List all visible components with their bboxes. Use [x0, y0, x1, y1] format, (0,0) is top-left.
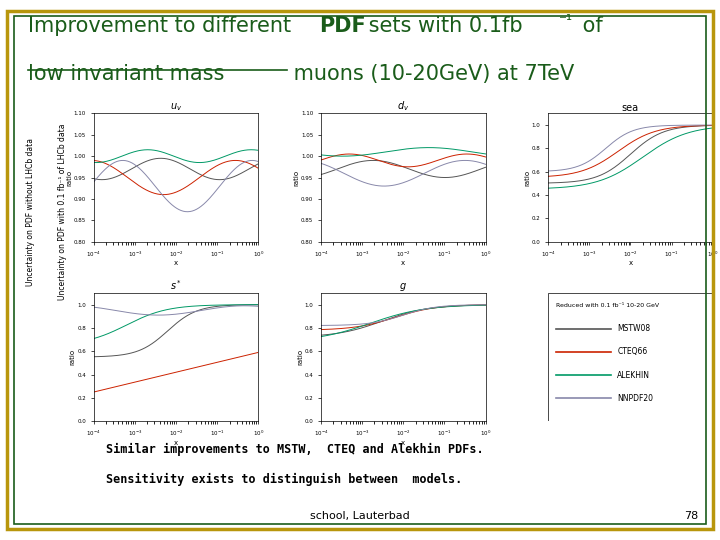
Text: NNPDF20: NNPDF20 — [617, 394, 653, 403]
Y-axis label: ratio: ratio — [294, 170, 300, 186]
Y-axis label: ratio: ratio — [297, 349, 303, 365]
Text: CTEQ66: CTEQ66 — [617, 347, 647, 356]
Y-axis label: ratio: ratio — [66, 170, 72, 186]
Y-axis label: ratio: ratio — [70, 349, 76, 365]
Title: $d_v$: $d_v$ — [397, 99, 410, 113]
Text: school, Lauterbad: school, Lauterbad — [310, 511, 410, 521]
Text: low invariant mass: low invariant mass — [29, 64, 225, 84]
Text: Reduced with 0.1 fb⁻¹ 10-20 GeV: Reduced with 0.1 fb⁻¹ 10-20 GeV — [557, 303, 660, 308]
Text: Sensitivity exists to distinguish between  models.: Sensitivity exists to distinguish betwee… — [106, 473, 462, 487]
X-axis label: x: x — [174, 440, 178, 445]
Title: sea: sea — [622, 103, 639, 113]
Text: ⁻¹: ⁻¹ — [559, 13, 572, 28]
Y-axis label: ratio: ratio — [524, 170, 531, 186]
X-axis label: x: x — [401, 260, 405, 266]
Text: MSTW08: MSTW08 — [617, 325, 650, 333]
Text: ALEKHIN: ALEKHIN — [617, 370, 650, 380]
Text: Similar improvements to MSTW,  CTEQ and Alekhin PDFs.: Similar improvements to MSTW, CTEQ and A… — [106, 443, 483, 456]
Text: muons (10-20GeV) at 7TeV: muons (10-20GeV) at 7TeV — [287, 64, 575, 84]
Text: Improvement to different: Improvement to different — [29, 16, 298, 36]
X-axis label: x: x — [629, 260, 633, 266]
Text: PDF: PDF — [319, 16, 366, 36]
Text: 78: 78 — [684, 511, 698, 521]
Text: Uncertainty on PDF with 0.1 fb⁻¹ of LHCb data: Uncertainty on PDF with 0.1 fb⁻¹ of LHCb… — [58, 124, 68, 300]
Title: $g$: $g$ — [400, 281, 407, 293]
X-axis label: x: x — [401, 440, 405, 445]
Text: of: of — [576, 16, 603, 36]
Text: Uncertainty on PDF without LHCb data: Uncertainty on PDF without LHCb data — [26, 138, 35, 286]
Text: sets with 0.1fb: sets with 0.1fb — [362, 16, 523, 36]
X-axis label: x: x — [174, 260, 178, 266]
Title: $s^*$: $s^*$ — [170, 279, 182, 292]
Title: $u_v$: $u_v$ — [170, 102, 182, 113]
